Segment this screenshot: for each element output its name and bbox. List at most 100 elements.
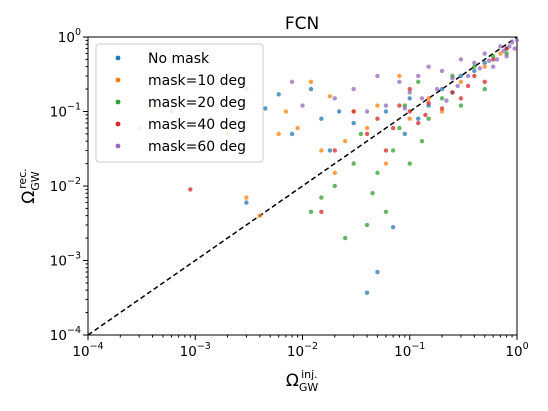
x-tick-label: 100 (505, 341, 528, 360)
legend-marker (115, 77, 121, 83)
point-series-5 (439, 68, 445, 74)
legend-label: No mask (148, 51, 210, 67)
point-series-3 (351, 161, 356, 166)
chart-title: FCN (285, 14, 319, 34)
legend-marker (115, 121, 121, 127)
y-axis-label-sup: rec. (16, 168, 29, 189)
x-axis-label-symbol: Ω (286, 371, 299, 391)
point-series-1 (375, 269, 380, 275)
point-series-5 (450, 75, 455, 81)
point-series-5 (486, 58, 492, 63)
x-tick-label: 10−4 (72, 341, 103, 360)
point-series-2 (327, 94, 333, 99)
point-series-2 (364, 125, 370, 131)
point-series-3 (370, 191, 375, 196)
point-series-5 (458, 57, 464, 62)
point-series-1 (364, 290, 370, 295)
point-series-4 (491, 57, 496, 62)
point-series-3 (419, 138, 425, 144)
legend: No mask mask=10 deg mask=20 deg mask=40 deg… (95, 43, 264, 163)
legend-label: mask=20 deg (148, 95, 246, 111)
point-series-5 (501, 48, 506, 54)
point-series-2 (332, 170, 337, 176)
x-axis-label: ΩGWinj. (286, 368, 319, 394)
y-tick-label: 10−2 (50, 176, 81, 195)
point-series-2 (257, 213, 263, 218)
scatter-points (136, 38, 520, 295)
point-series-3 (439, 96, 445, 101)
point-series-5 (504, 54, 509, 59)
point-series-1 (416, 116, 421, 121)
y-tick-label: 10−3 (50, 251, 81, 270)
point-series-4 (383, 148, 389, 153)
point-series-3 (397, 125, 402, 131)
point-series-5 (397, 79, 402, 85)
point-series-1 (458, 73, 464, 79)
point-series-1 (402, 131, 408, 137)
point-series-3 (332, 183, 337, 189)
point-series-2 (276, 131, 281, 137)
point-series-5 (332, 96, 337, 101)
point-series-2 (295, 125, 300, 131)
point-series-2 (439, 109, 445, 114)
x-axis-label-sub: GW (299, 381, 319, 394)
point-series-1 (351, 120, 356, 126)
point-series-4 (482, 79, 487, 85)
point-series-5 (465, 73, 471, 79)
point-series-4 (426, 100, 431, 106)
point-series-3 (319, 195, 324, 200)
point-series-1 (289, 131, 295, 137)
point-series-4 (465, 83, 471, 89)
point-series-4 (472, 73, 477, 79)
tick-labels: 10−4 10−3 10−2 10−1 100 10−4 10−3 10−2 10−1 100 (50, 27, 529, 360)
point-series-3 (390, 148, 396, 153)
point-series-5 (289, 79, 295, 85)
point-series-5 (416, 73, 421, 79)
point-series-5 (364, 109, 370, 114)
point-series-5 (494, 57, 500, 62)
point-series-3 (491, 54, 496, 59)
y-axis-label-symbol: Ω (19, 191, 39, 204)
legend-label: mask=40 deg (148, 117, 246, 133)
y-axis-label: ΩGWrec. (16, 168, 42, 204)
legend-label: mask=10 deg (148, 73, 246, 89)
point-series-5 (419, 96, 425, 101)
point-series-1 (327, 148, 333, 153)
point-series-1 (383, 109, 389, 114)
x-axis-label-sup: inj. (301, 368, 318, 381)
point-series-4 (319, 209, 324, 215)
legend-box (95, 43, 264, 163)
point-series-5 (300, 103, 305, 108)
point-series-5 (455, 83, 460, 89)
point-series-5 (491, 64, 496, 69)
point-series-5 (444, 98, 449, 103)
point-series-4 (450, 90, 455, 95)
point-series-5 (509, 40, 515, 45)
point-series-4 (188, 187, 193, 192)
legend-marker (115, 99, 121, 105)
point-series-2 (397, 73, 402, 79)
point-series-1 (308, 86, 314, 92)
legend-label: mask=60 deg (148, 139, 246, 155)
point-series-3 (364, 222, 370, 228)
point-series-5 (351, 86, 356, 92)
x-tick-label: 10−2 (287, 341, 318, 360)
point-series-2 (342, 138, 348, 144)
point-series-4 (390, 125, 396, 131)
point-series-5 (512, 46, 517, 51)
point-series-3 (358, 131, 364, 137)
point-series-4 (439, 106, 445, 111)
point-series-2 (244, 195, 249, 200)
identity-reference-line (87, 36, 518, 336)
point-series-5 (434, 86, 440, 92)
point-series-5 (375, 73, 380, 79)
y-axis-label-group: ΩGWrec. (16, 168, 42, 204)
point-series-4 (407, 109, 412, 114)
point-series-5 (514, 38, 520, 43)
y-tick-label: 10−4 (50, 325, 81, 344)
point-series-2 (426, 96, 431, 101)
y-axis-label-sub: GW (29, 171, 42, 191)
point-series-4 (458, 96, 464, 101)
legend-marker (115, 143, 121, 149)
